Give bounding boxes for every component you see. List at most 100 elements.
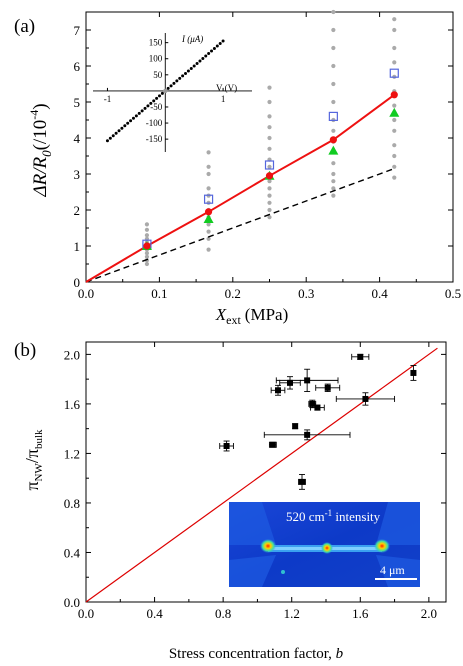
panel-a-red-marker: [265, 172, 274, 180]
panel-a-red-marker: [204, 208, 213, 216]
panel-b-y-axis-label: πNW/πbulk: [22, 429, 45, 491]
panel-b-y-tick-label: 2.0: [64, 347, 80, 362]
inset-iv-point: [114, 131, 118, 135]
panel-a-green-triangle: [203, 214, 214, 223]
panel-a-gray-point: [206, 164, 211, 169]
panel-a-gray-point: [331, 81, 336, 87]
panel-a-gray-point: [267, 114, 272, 119]
panel-a-red-marker: [390, 91, 398, 99]
inset-iv-point: [195, 61, 199, 65]
inset-y-tick-label: -150: [146, 134, 163, 144]
inset-iv-point: [140, 109, 144, 113]
inset-iv-point: [221, 39, 225, 43]
inset-iv-point: [181, 74, 185, 78]
panel-a-gray-point: [392, 164, 397, 169]
panel-a-y-tick-label: 5: [74, 95, 81, 110]
panel-a-gray-point: [267, 207, 272, 213]
inset-iv-point: [204, 54, 208, 58]
panel-a-open-square: [264, 160, 275, 170]
panel-a-gray-point: [206, 229, 211, 234]
inset-iv-point: [131, 116, 135, 120]
inset-iv-point: [111, 134, 115, 138]
panel-b-data-point: [299, 478, 305, 485]
panel-a-x-axis-label: Xext (MPa): [215, 305, 289, 327]
panel-a-red-line: [85, 93, 395, 283]
inset-x-tick-label: 1: [221, 94, 226, 104]
inset-iv-point: [184, 71, 188, 75]
inset-iv-point: [129, 119, 133, 123]
panel-b-unity-line: [85, 347, 438, 603]
panel-a-gray-point: [267, 146, 272, 151]
inset-iv-point: [160, 91, 164, 95]
panel-a-gray-point: [144, 233, 150, 238]
inset-y-tick-label: 100: [149, 54, 163, 64]
panel-a-x-tick-label: 0.0: [78, 286, 94, 301]
inset-y-tick-label: 50: [153, 70, 163, 80]
inset-iv-point: [134, 114, 138, 118]
panel-b-data-point: [357, 353, 364, 360]
inset-iv-point: [212, 47, 216, 51]
panel-a-gray-point: [144, 251, 150, 256]
panel-b: (b) πNW/πbulk Stress concentration facto…: [14, 340, 447, 662]
panel-a-gray-point: [267, 125, 272, 130]
panel-a-gray-point: [331, 99, 336, 105]
panel-a-axes: 0.0 0.1 0.2 0.3 0.4 0.5 0 1 2 3 4 5 6 7: [74, 11, 461, 301]
inset-iv-point: [189, 66, 193, 70]
panel-a-red-marker: [143, 242, 151, 250]
panel-a-green-triangle: [328, 145, 339, 155]
panel-a-gray-point: [144, 254, 150, 259]
panel-a-open-square: [328, 111, 338, 122]
panel-a-y-tick-label: 1: [74, 239, 81, 254]
panel-a-x-tick-label: 0.5: [445, 286, 461, 301]
inset-iv-point: [155, 96, 159, 100]
inset-iv-point: [201, 56, 205, 60]
inset-x-tick-label: -1: [104, 94, 112, 104]
panel-a-gray-point: [392, 153, 397, 159]
panel-a-gray-point: [144, 261, 150, 267]
panel-a-gray-point: [392, 117, 397, 123]
inset-iv-point: [146, 104, 150, 108]
raman-map-caption: 520 cm-1 intensity: [286, 508, 381, 524]
panel-a-open-square: [389, 68, 399, 78]
panel-a-gray-point: [392, 143, 397, 148]
panel-b-label: (b): [14, 340, 36, 361]
panel-a-gray-point: [392, 175, 397, 180]
inset-y-tick-label: -100: [146, 118, 163, 128]
panel-a-green-triangle: [389, 107, 400, 117]
panel-b-data-point: [287, 379, 293, 386]
inset-iv-point: [166, 86, 170, 90]
panel-a-gray-point: [267, 215, 272, 220]
panel-a-gray-point: [392, 17, 397, 22]
panel-b-plot-frame: [85, 341, 447, 603]
panel-a-y-tick-label: 2: [74, 203, 81, 218]
inset-iv-point: [186, 69, 190, 73]
panel-a-y-tick-label: 7: [74, 23, 81, 38]
panel-a-y-axis-label: ΔR/R0(/10-4): [27, 103, 54, 197]
panel-a-x-tick-label: 0.3: [298, 286, 314, 301]
panel-a-gray-point: [206, 171, 211, 177]
panel-a-inset-iv-curve: I (μA) V (V) -1 1 150 100 50 -50 -100 -150: [93, 33, 252, 152]
panel-b-x-tick-label: 0.4: [146, 606, 163, 621]
inset-iv-point: [218, 42, 222, 46]
panel-a-y-tick-label: 3: [74, 167, 81, 182]
panel-a-gray-point: [267, 135, 272, 141]
inset-iv-point: [175, 79, 179, 83]
raman-intensity-map: 520 cm-1 intensity 4 μm: [229, 502, 420, 587]
inset-iv-point: [215, 44, 219, 48]
panel-a-gray-point: [267, 200, 272, 205]
panel-a-gray-point: [267, 186, 272, 191]
panel-a-gray-point: [331, 161, 336, 166]
panel-b-x-tick-label: 1.6: [352, 606, 369, 621]
panel-b-data-point: [304, 377, 311, 384]
inset-y-axis-label: I (μA): [181, 34, 203, 44]
panel-a-gray-point: [331, 128, 336, 133]
panel-b-data-point: [309, 400, 316, 407]
panel-b-data-point: [223, 443, 230, 449]
panel-b-x-tick-label: 1.2: [284, 606, 300, 621]
panel-a-gray-point: [206, 236, 211, 241]
panel-a-x-tick-label: 0.4: [371, 286, 388, 301]
inset-origin-marker: [163, 88, 168, 94]
panel-a-gray-point: [267, 99, 272, 105]
panel-a-gray-point: [267, 85, 272, 90]
